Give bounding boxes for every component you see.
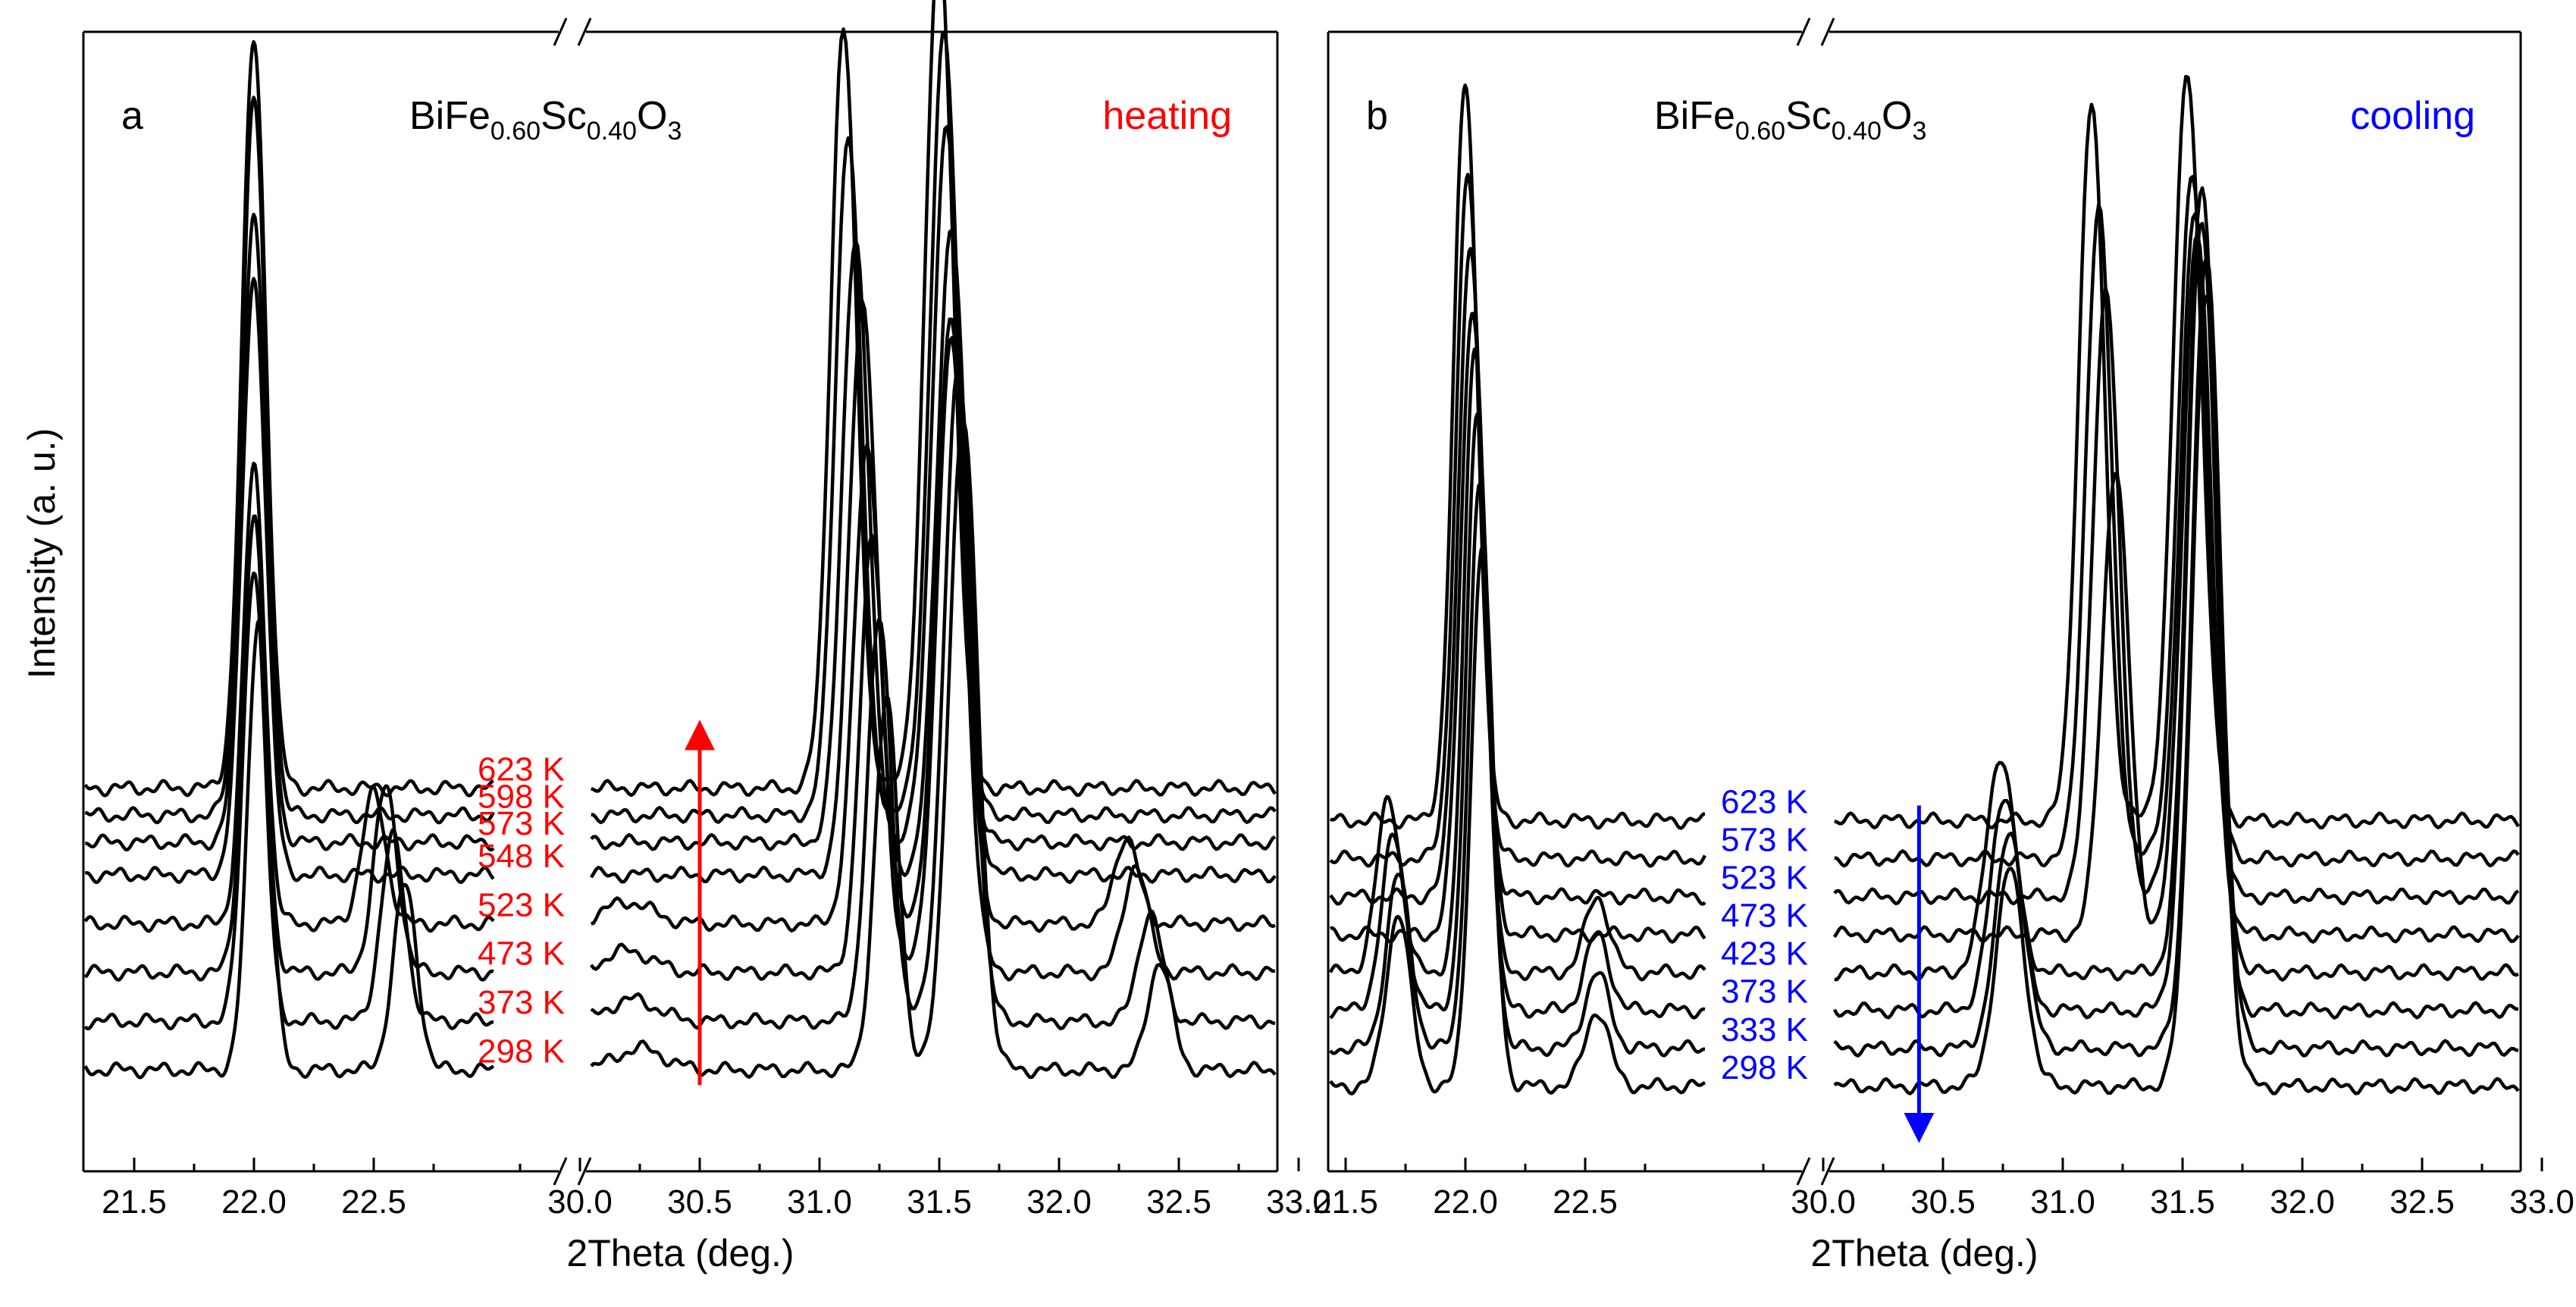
series-line-298k [590,418,1277,1080]
traces [83,0,1277,1080]
series-line-298k [83,618,495,1080]
panel-b: 21.5 22.0 22.5 30.0 30.5 31.0 31.5 32.0 32.5 33.0… [1313,17,2574,1274]
series-line-523k [1833,212,2520,906]
axis-break-mark [553,17,568,46]
x-tick-label: 22.5 [1553,1183,1618,1221]
x-tick-label: 21.5 [102,1183,167,1221]
temperature-label: 473 K [1721,898,1808,935]
series-line-298k [1833,294,2520,1095]
x-tick-label: 30.5 [667,1183,732,1221]
temperature-label: 573 K [1721,822,1808,859]
x-axis-label: 2Theta (deg.) [1810,1232,2038,1274]
series-line-573k [1329,172,1706,868]
axis-break-mark [577,1157,592,1186]
series-line-473k [1832,234,2520,944]
x-tick-label: 32.0 [2270,1183,2335,1221]
temperature-label: 623 K [1721,783,1808,820]
x-tick-label: 33.0 [2509,1183,2574,1221]
series-line-573k [1834,174,2520,868]
x-tick-label: 31.0 [787,1183,852,1221]
temperature-label: 523 K [478,886,565,923]
x-tick-label: 32.5 [1146,1183,1211,1221]
series-line-473k [590,336,1276,982]
compound-formula: BiFe0.60Sc0.40O3 [1654,94,1926,146]
series-line-623k [1834,74,2520,830]
axis-break-mark [1796,17,1811,46]
series-line-473k [83,514,494,982]
x-tick-label: 31.5 [907,1183,972,1221]
x-axis-label: 2Theta (deg.) [566,1232,794,1274]
series-line-373k [590,366,1276,1031]
series-line-333k [1329,481,1706,1058]
panel-label: a [121,94,143,138]
series-line-598k [84,96,495,825]
series-line-298k [1329,546,1706,1095]
x-tick-label: 22.5 [341,1183,406,1221]
axis-break-mark [577,17,592,46]
panel-a: 21.5 22.0 22.5 30.0 30.5 31.0 31.5 32.0 32.5 33.0… [82,0,1331,1274]
plot-frame [1327,17,2522,1186]
series-line-573k [590,124,1277,852]
series-line-548k [589,228,1277,885]
temperature-label: 298 K [1721,1049,1808,1086]
x-tick-label: 22.0 [1433,1183,1498,1221]
panel-label: b [1366,94,1388,138]
series-line-598k [591,30,1277,825]
series-line-548k [84,277,495,885]
series-line-523k [591,317,1276,933]
temperature-label: 373 K [478,984,565,1021]
temperature-label: 373 K [1721,973,1808,1011]
x-tick-label: 32.5 [2390,1183,2455,1221]
series-line-573k [84,212,495,852]
mode-label: cooling [2350,94,2475,138]
series-line-423k [1328,347,1706,982]
x-tick-label: 31.0 [2030,1183,2095,1221]
plot-frame [82,17,1279,1186]
temperature-label: 298 K [478,1033,565,1070]
series-line-333k [1833,255,2519,1058]
temperature-label: 623 K [478,751,565,788]
axis-break-mark [553,1157,568,1186]
x-tick-label: 21.5 [1313,1183,1378,1221]
x-tick-label: 22.0 [221,1183,287,1221]
axis-break-mark [1820,1157,1835,1186]
series-line-523k [83,461,495,933]
traces [1328,74,2520,1095]
series-line-373k [1832,221,2518,1020]
series-line-473k [1329,312,1706,944]
axis-break-mark [1820,17,1835,46]
series-line-623k [591,0,1277,798]
y-axis-label: Intensity (a. u.) [20,428,63,679]
x-tick-label: 33.0 [1266,1183,1331,1221]
series-line-623k [83,39,494,798]
x-tick-label: 30.0 [547,1183,613,1221]
mode-label: heating [1102,94,1232,138]
x-tick-label: 31.5 [2150,1183,2215,1221]
x-tick-label: 32.0 [1026,1183,1092,1221]
series-line-373k [1329,412,1706,1020]
series-line-423k [1834,186,2519,982]
x-tick-label: 30.5 [1910,1183,1976,1221]
series-line-523k [1329,246,1706,906]
temperature-label: 548 K [478,838,565,875]
axis-break-mark [1796,1157,1811,1186]
temperature-label: 598 K [478,778,565,815]
temperature-label: 333 K [1721,1011,1808,1048]
x-tick-label: 30.0 [1791,1183,1856,1221]
compound-formula: BiFe0.60Sc0.40O3 [409,94,682,146]
temperature-label: 573 K [478,805,565,842]
series-line-623k [1329,83,1706,830]
temperature-label: 473 K [478,936,565,973]
temperature-label: 523 K [1721,860,1808,897]
temperature-label: 423 K [1721,936,1808,973]
series-line-373k [83,571,494,1031]
